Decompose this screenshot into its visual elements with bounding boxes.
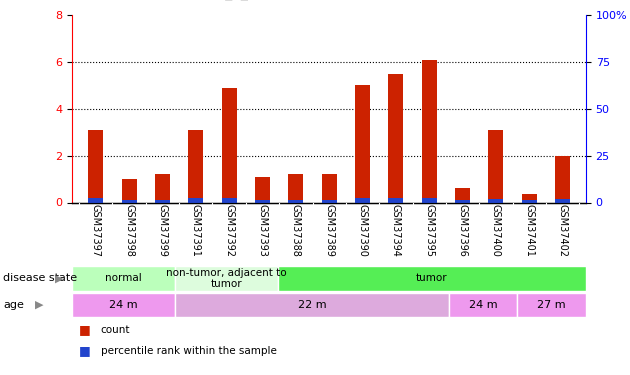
Bar (455, 200, 470, 202)
Text: GSM37389: GSM37389 (324, 204, 334, 257)
Text: 27 m: 27 m (537, 300, 566, 310)
Bar (555, 156, 570, 203)
Bar (72, 292, 175, 317)
Bar (488, 199, 503, 202)
Text: age: age (3, 300, 24, 310)
Text: ▶: ▶ (35, 300, 43, 310)
Bar (522, 194, 537, 202)
Text: GSM37394: GSM37394 (391, 204, 401, 257)
Bar (421, 198, 437, 202)
Text: non-tumor, adjacent to
tumor: non-tumor, adjacent to tumor (166, 268, 287, 289)
Bar (122, 200, 137, 202)
Text: GSM37390: GSM37390 (357, 204, 367, 257)
Bar (255, 177, 270, 203)
Text: normal: normal (105, 273, 142, 284)
Text: GSM37401: GSM37401 (524, 204, 534, 257)
Bar (449, 292, 517, 317)
Bar (175, 292, 449, 317)
Text: ▶: ▶ (55, 273, 64, 284)
Text: ■: ■ (79, 324, 91, 336)
Bar (289, 174, 303, 202)
Bar (322, 174, 336, 202)
Text: GSM37395: GSM37395 (424, 204, 434, 257)
Bar (289, 200, 303, 202)
Bar (188, 130, 203, 203)
Bar (355, 86, 370, 202)
Bar (488, 130, 503, 203)
Text: GSM37388: GSM37388 (291, 204, 301, 257)
Text: percentile rank within the sample: percentile rank within the sample (101, 346, 277, 355)
Bar (222, 198, 237, 202)
Bar (222, 88, 237, 202)
Bar (175, 266, 278, 291)
Bar (555, 199, 570, 202)
Text: GSM37397: GSM37397 (91, 204, 101, 257)
Text: GSM37393: GSM37393 (258, 204, 268, 257)
Bar (122, 179, 137, 203)
Bar (455, 188, 470, 202)
Text: 22 m: 22 m (298, 300, 326, 310)
Bar (278, 266, 586, 291)
Bar (322, 200, 336, 202)
Bar (517, 292, 586, 317)
Text: GSM37398: GSM37398 (124, 204, 134, 257)
Text: GSM37400: GSM37400 (491, 204, 501, 257)
Bar (388, 198, 403, 202)
Text: count: count (101, 325, 130, 335)
Bar (88, 198, 103, 202)
Bar (421, 60, 437, 202)
Text: GSM37391: GSM37391 (191, 204, 201, 257)
Text: GSM37399: GSM37399 (158, 204, 168, 257)
Text: GSM37392: GSM37392 (224, 204, 234, 257)
Bar (155, 174, 170, 202)
Text: 24 m: 24 m (110, 300, 138, 310)
Text: disease state: disease state (3, 273, 77, 284)
Text: ■: ■ (79, 344, 91, 357)
Text: GSM37402: GSM37402 (558, 204, 568, 257)
Bar (255, 200, 270, 202)
Bar (355, 198, 370, 202)
Bar (72, 266, 175, 291)
Text: 24 m: 24 m (469, 300, 498, 310)
Text: GSM37396: GSM37396 (457, 204, 467, 257)
Bar (88, 130, 103, 203)
Bar (522, 200, 537, 202)
Bar (188, 198, 203, 202)
Bar (155, 200, 170, 202)
Text: tumor: tumor (416, 273, 448, 284)
Bar (388, 74, 403, 202)
